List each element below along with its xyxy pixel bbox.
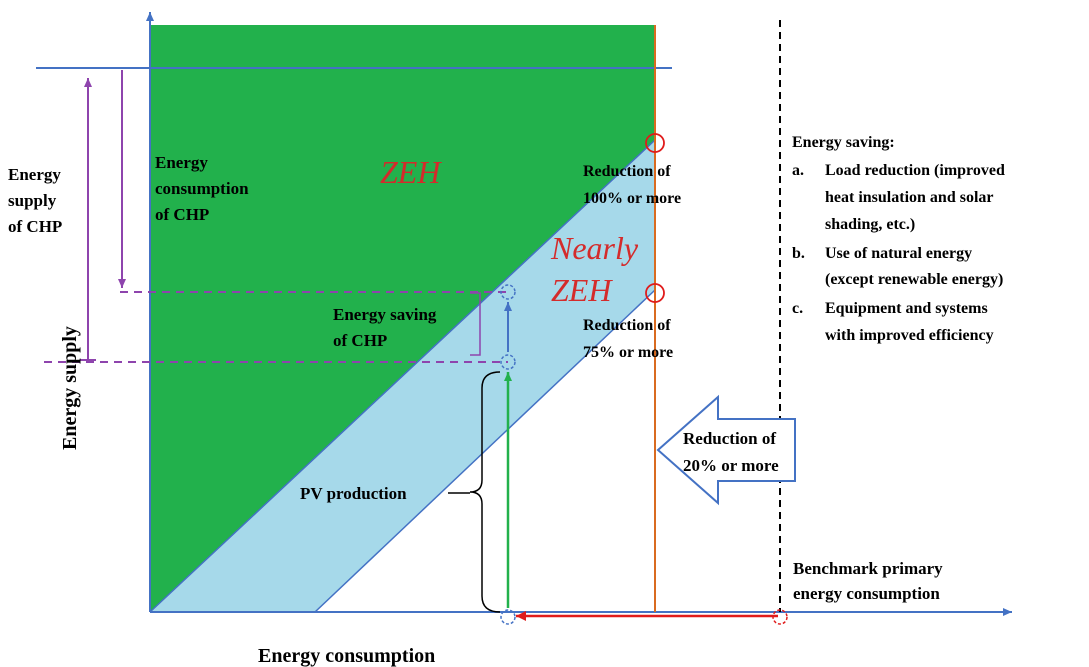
chp-supply-point <box>500 354 516 370</box>
reduction-20-label-1: Reduction of <box>683 429 776 448</box>
zeh-boundary-line <box>149 139 656 613</box>
chp-supply-label-2: supply <box>8 191 57 210</box>
chp-supply-label-1: Energy <box>8 165 61 184</box>
chp-consumption-label-3: of CHP <box>155 205 209 224</box>
legend-item-a-line3: shading, etc.) <box>825 216 915 233</box>
benchmark-label-2: energy consumption <box>793 584 940 603</box>
zeh-region <box>150 25 655 612</box>
legend-item-c-marker: c. <box>792 300 803 317</box>
legend-item-a-marker: a. <box>792 162 804 179</box>
reduction-20-arrow-shape <box>656 394 796 506</box>
legend-item-c-line1: Equipment and systems <box>825 300 988 317</box>
chp-saving-label-2: of CHP <box>333 331 387 350</box>
nearly-zeh-label-line2: ZEH <box>551 272 613 308</box>
legend-title: Energy saving: <box>792 134 895 151</box>
chp-consumption-label-2: consumption <box>155 179 249 198</box>
pv-production-label: PV production <box>300 484 407 503</box>
benchmark-point <box>772 609 788 625</box>
legend-item-b-line1: Use of natural energy <box>825 245 972 262</box>
reduction-20-label-2: 20% or more <box>683 456 779 475</box>
reduction-100-marker <box>645 133 665 153</box>
zeh-label: ZEH <box>380 154 442 190</box>
y-axis-label: Energy supply <box>59 326 81 450</box>
reduction-75-label-2: 75% or more <box>583 344 673 361</box>
chp-saving-label-1: Energy saving <box>333 305 437 324</box>
chp-supply-label-3: of CHP <box>8 217 62 236</box>
chp-consumption-point <box>500 284 516 300</box>
reduction-100-label-2: 100% or more <box>583 190 681 207</box>
origin-pv-point <box>500 609 516 625</box>
nearly-zeh-boundary-line <box>314 289 656 613</box>
legend-item-b-marker: b. <box>792 245 805 262</box>
legend-item-b-line2: (except renewable energy) <box>825 271 1003 288</box>
legend-item-a-line2: heat insulation and solar <box>825 189 993 206</box>
reduction-75-marker <box>645 283 665 303</box>
chp-consumption-label-1: Energy <box>155 153 208 172</box>
x-axis-label: Energy consumption <box>258 645 435 667</box>
legend-item-a-line1: Load reduction (improved <box>825 162 1005 179</box>
energy-saving-bracket <box>470 292 481 356</box>
pv-production-brace <box>469 371 501 613</box>
nearly-zeh-label-line1: Nearly <box>550 230 639 266</box>
benchmark-label-1: Benchmark primary <box>793 559 943 578</box>
reduction-100-label-1: Reduction of <box>583 163 671 180</box>
legend-item-c-line2: with improved efficiency <box>825 327 994 344</box>
reduction-75-label-1: Reduction of <box>583 317 671 334</box>
